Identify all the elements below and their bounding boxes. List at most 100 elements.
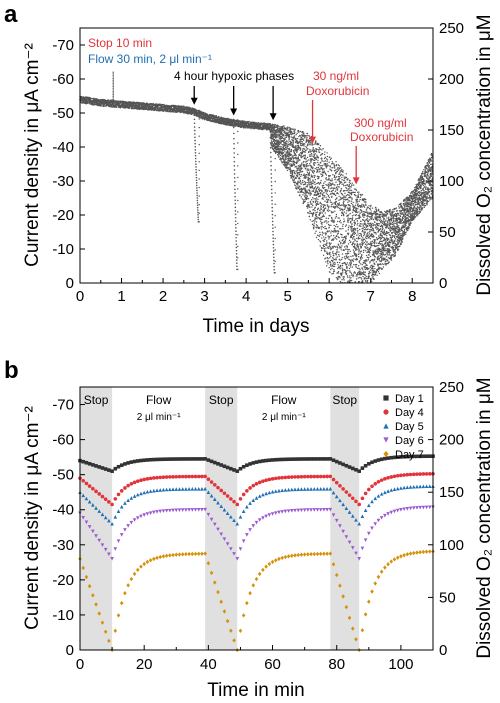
- trace-point: [329, 199, 331, 201]
- trace-point: [327, 199, 329, 202]
- trace-point: [313, 155, 315, 157]
- trace-point: [315, 227, 318, 229]
- trace-point: [323, 182, 325, 184]
- trace-point: [308, 180, 310, 182]
- trace-point: [280, 154, 282, 156]
- trace-point: [315, 140, 317, 142]
- trace-point: [302, 181, 304, 184]
- trace-point: [315, 143, 317, 145]
- trace-point: [338, 186, 340, 188]
- trace-point: [300, 175, 302, 178]
- trace-point: [323, 196, 325, 198]
- trace-point: [324, 151, 326, 153]
- trace-point: [326, 222, 328, 224]
- trace-point: [331, 183, 333, 186]
- trace-point: [315, 230, 317, 232]
- trace-point: [296, 175, 299, 177]
- trace-point: [310, 149, 312, 151]
- trace-point: [334, 225, 337, 228]
- trace-point: [338, 176, 341, 178]
- trace-point: [333, 163, 335, 165]
- trace-point: [311, 181, 313, 183]
- trace-point: [346, 198, 349, 201]
- trace-point: [322, 214, 325, 216]
- trace-point: [325, 174, 328, 176]
- trace-point: [333, 187, 336, 189]
- trace-point: [333, 206, 335, 208]
- trace-point: [319, 168, 321, 170]
- trace-point: [331, 264, 334, 266]
- trace-point: [307, 212, 310, 214]
- trace-point: [335, 215, 338, 218]
- trace-point: [300, 142, 302, 145]
- trace-point: [292, 140, 295, 142]
- trace-point: [306, 207, 309, 209]
- trace-point: [347, 269, 349, 272]
- trace-point: [318, 227, 321, 229]
- trace-point: [341, 256, 344, 259]
- trace-point: [342, 170, 344, 172]
- trace-point: [303, 164, 306, 166]
- trace-point: [306, 184, 309, 186]
- trace-point: [319, 165, 321, 167]
- trace-point: [279, 145, 281, 148]
- trace-point: [329, 156, 331, 158]
- trace-point: [342, 203, 345, 205]
- trace-point: [324, 250, 326, 253]
- trace-point: [339, 177, 341, 180]
- trace-point: [332, 203, 334, 205]
- trace-point: [322, 226, 325, 229]
- trace-point: [299, 135, 302, 137]
- trace-point: [277, 146, 280, 148]
- trace-point: [321, 190, 323, 192]
- trace-point: [341, 183, 343, 185]
- trace-point: [304, 198, 306, 201]
- trace-point: [308, 183, 310, 185]
- trace-point: [341, 245, 343, 247]
- trace-point: [296, 186, 298, 188]
- trace-point: [326, 193, 329, 196]
- trace-point: [327, 260, 329, 262]
- trace-point: [306, 156, 309, 159]
- trace-point: [329, 254, 331, 256]
- trace-point: [333, 265, 336, 268]
- trace-point: [345, 237, 347, 240]
- trace-point: [298, 186, 300, 189]
- trace-point: [311, 215, 314, 217]
- trace-point: [329, 263, 332, 266]
- trace-point: [319, 241, 322, 243]
- trace-point: [286, 150, 289, 152]
- trace-point: [292, 162, 295, 164]
- trace-point: [279, 126, 281, 128]
- trace-point: [332, 182, 334, 184]
- trace-point: [335, 188, 337, 190]
- trace-point: [344, 225, 347, 227]
- trace-point: [328, 205, 330, 208]
- trace-point: [93, 97, 95, 100]
- trace-point: [305, 189, 307, 191]
- trace-point: [330, 157, 332, 159]
- trace-point: [298, 168, 300, 170]
- trace-point: [316, 170, 319, 173]
- trace-point: [337, 275, 340, 278]
- trace-point: [334, 210, 336, 212]
- trace-point: [340, 214, 343, 217]
- trace-point: [306, 170, 308, 172]
- trace-point: [314, 209, 316, 212]
- trace-point: [284, 130, 286, 132]
- trace-point: [330, 204, 333, 206]
- trace-point: [346, 267, 348, 270]
- trace-point: [294, 161, 296, 164]
- trace-point: [310, 141, 312, 143]
- trace-point: [325, 196, 327, 199]
- trace-point: [319, 162, 322, 164]
- trace-point: [313, 208, 315, 211]
- panel-letter-b: b: [4, 357, 19, 384]
- trace-point: [338, 203, 340, 206]
- trace-point: [322, 205, 325, 208]
- trace-point: [304, 183, 307, 185]
- trace-point: [317, 177, 320, 179]
- trace-point: [282, 158, 285, 160]
- trace-point: [328, 224, 331, 227]
- trace-point: [336, 197, 338, 199]
